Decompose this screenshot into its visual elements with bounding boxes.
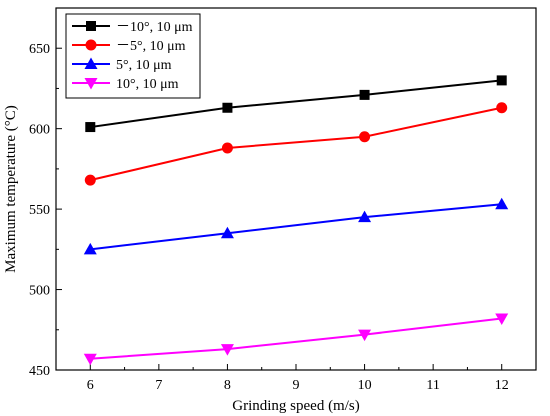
legend: －10°, 10 μm －5°, 10 μm 5°, 10 μm 10°, 10 μm [65, 13, 201, 99]
series-4 [83, 313, 509, 366]
data-point [496, 102, 508, 114]
y-axis-title: Maximum temperature (°C) [3, 105, 19, 273]
legend-marker [85, 39, 97, 51]
data-point [220, 226, 234, 239]
legend-item: 5°, 10 μm [72, 57, 172, 73]
y-tick-label: 600 [29, 123, 50, 138]
data-point [358, 210, 372, 223]
x-tick-label: 7 [155, 378, 162, 393]
data-point [496, 75, 507, 86]
x-tick-label: 10 [358, 378, 372, 393]
data-point [83, 242, 97, 255]
legend-label: －10°, 10 μm [116, 20, 193, 35]
legend-item: －5°, 10 μm [72, 39, 186, 54]
series-line [90, 317, 502, 360]
legend-marker [84, 57, 98, 69]
series-3 [83, 197, 509, 255]
y-tick-label: 500 [29, 284, 50, 299]
series-line [90, 203, 502, 251]
legend-label: 10°, 10 μm [116, 77, 179, 92]
data-point [84, 174, 96, 186]
data-point [495, 313, 509, 326]
data-point [221, 142, 233, 154]
data-point [83, 353, 97, 366]
x-tick-label: 8 [224, 378, 231, 393]
plot-frame [55, 7, 537, 371]
legend-marker [86, 21, 96, 31]
y-tick-label: 450 [29, 364, 50, 379]
data-point [85, 122, 96, 133]
axis-ticks: 6 7 8 9 10 11 12 450 500 550 600 650 [29, 42, 537, 393]
x-tick-label: 6 [87, 378, 94, 393]
data-point [222, 102, 233, 113]
series-2 [84, 102, 508, 186]
data-point [359, 131, 371, 143]
x-tick-label: 11 [426, 378, 439, 393]
legend-item: 10°, 10 μm [72, 77, 179, 92]
data-point [359, 89, 370, 100]
x-tick-label: 9 [293, 378, 300, 393]
y-tick-label: 650 [29, 42, 50, 57]
series-layer [83, 75, 509, 366]
legend-label: －5°, 10 μm [116, 39, 186, 54]
legend-label: 5°, 10 μm [116, 58, 172, 73]
series-line [90, 106, 502, 182]
series-1 [85, 75, 507, 133]
legend-item: －10°, 10 μm [72, 20, 193, 35]
y-tick-label: 550 [29, 203, 50, 218]
legend-marker [84, 78, 98, 90]
data-point [495, 197, 509, 210]
data-point [220, 344, 234, 356]
x-tick-label: 12 [495, 378, 509, 393]
data-point [358, 329, 372, 342]
series-line [90, 79, 502, 129]
x-axis-title: Grinding speed (m/s) [232, 398, 359, 414]
